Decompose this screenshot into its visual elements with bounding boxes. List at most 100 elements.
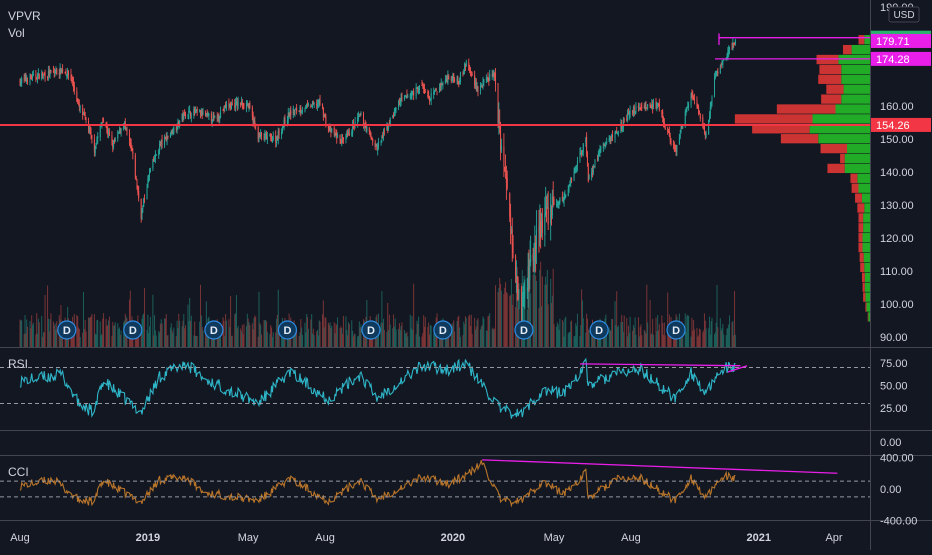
profile-up-bar: [868, 312, 870, 322]
candle-body: [318, 99, 320, 103]
candle-body: [488, 79, 490, 81]
volume-bar: [626, 317, 628, 347]
volume-bar: [387, 302, 389, 347]
candle-body: [429, 99, 431, 101]
candle-body: [375, 145, 377, 147]
dividend-marker[interactable]: [361, 320, 381, 340]
candle-body: [60, 68, 62, 74]
volume-bar: [149, 326, 151, 347]
volume-legend[interactable]: Vol: [8, 26, 25, 40]
candle-body: [491, 74, 493, 76]
dividend-marker[interactable]: [514, 320, 534, 340]
volume-bar: [107, 325, 109, 347]
candle-body: [530, 254, 532, 264]
candle-body: [658, 103, 660, 110]
volume-bar: [726, 328, 728, 347]
candle-body: [411, 93, 413, 95]
volume-bar: [717, 327, 719, 347]
volume-bar: [347, 335, 349, 347]
dividend-marker[interactable]: [204, 320, 224, 340]
candle-body: [254, 121, 256, 125]
candle-body: [562, 200, 564, 202]
candle-body: [726, 55, 728, 57]
candle-body: [475, 82, 477, 90]
candle-body: [456, 78, 458, 82]
price-line-label: 179.71: [876, 36, 910, 48]
volume-bar: [550, 278, 552, 347]
volume-bar: [271, 336, 273, 347]
rsi-line: [19, 357, 736, 419]
volume-bar: [301, 327, 303, 347]
candle-body: [592, 164, 594, 173]
rsi-legend[interactable]: RSI: [8, 357, 29, 371]
volume-bar: [189, 320, 191, 347]
dividend-marker[interactable]: [57, 320, 77, 340]
candle-body: [117, 131, 119, 139]
dividend-marker[interactable]: [666, 320, 686, 340]
volume-bar: [576, 325, 578, 347]
candle-body: [64, 71, 66, 73]
candle-body: [289, 109, 291, 116]
profile-up-bar: [864, 203, 870, 213]
candle-body: [152, 159, 154, 169]
candle-body: [649, 103, 651, 107]
volume-bar: [649, 299, 651, 347]
symbol-title[interactable]: VPVR: [8, 9, 41, 23]
candle-body: [235, 101, 237, 104]
volume-bar: [401, 322, 403, 347]
volume-bar: [693, 329, 695, 347]
candle-body: [89, 129, 91, 132]
dividend-marker[interactable]: [433, 320, 453, 340]
volume-bar: [646, 284, 648, 347]
candle-body: [30, 76, 32, 78]
currency-badge: [888, 6, 920, 23]
dividend-marker[interactable]: [277, 320, 298, 340]
candle-body: [126, 127, 128, 133]
candle-body: [399, 101, 401, 103]
candle-body: [78, 102, 80, 104]
dividend-marker[interactable]: [123, 320, 143, 340]
volume-bar: [627, 336, 629, 347]
price-tick-label: 110.00: [880, 266, 913, 278]
volume-bar: [545, 276, 547, 347]
candle-body: [371, 136, 373, 140]
candle-body: [500, 124, 502, 151]
volume-bar: [647, 322, 649, 347]
volume-bar: [612, 319, 614, 347]
volume-bar: [234, 314, 236, 347]
candle-body: [593, 166, 595, 168]
volume-bar: [454, 331, 456, 347]
volume-bar: [219, 334, 221, 347]
volume-bar: [111, 335, 113, 347]
candle-body: [479, 85, 481, 91]
profile-down-bar: [858, 223, 864, 233]
volume-bar: [24, 315, 26, 347]
volume-bar: [505, 292, 507, 347]
candle-body: [602, 143, 604, 149]
candle-body: [418, 86, 420, 91]
volume-bar: [551, 295, 553, 347]
volume-bar: [424, 317, 426, 347]
candle-body: [690, 92, 692, 105]
candle-body: [278, 130, 280, 134]
volume-bar: [196, 336, 198, 347]
candle-body: [161, 139, 163, 145]
volume-bar: [609, 330, 611, 347]
volume-bar: [423, 326, 425, 347]
volume-bar: [698, 328, 700, 347]
candle-body: [483, 79, 485, 83]
volume-bar: [617, 327, 619, 347]
dividend-marker[interactable]: [589, 320, 609, 340]
candle-body: [720, 64, 722, 67]
candle-body: [195, 109, 197, 112]
volume-bar: [635, 334, 637, 347]
candle-body: [635, 105, 637, 111]
candle-body: [481, 85, 483, 87]
volume-bar: [702, 332, 704, 347]
volume-bar: [565, 316, 567, 347]
cci-legend[interactable]: CCI: [8, 465, 29, 479]
